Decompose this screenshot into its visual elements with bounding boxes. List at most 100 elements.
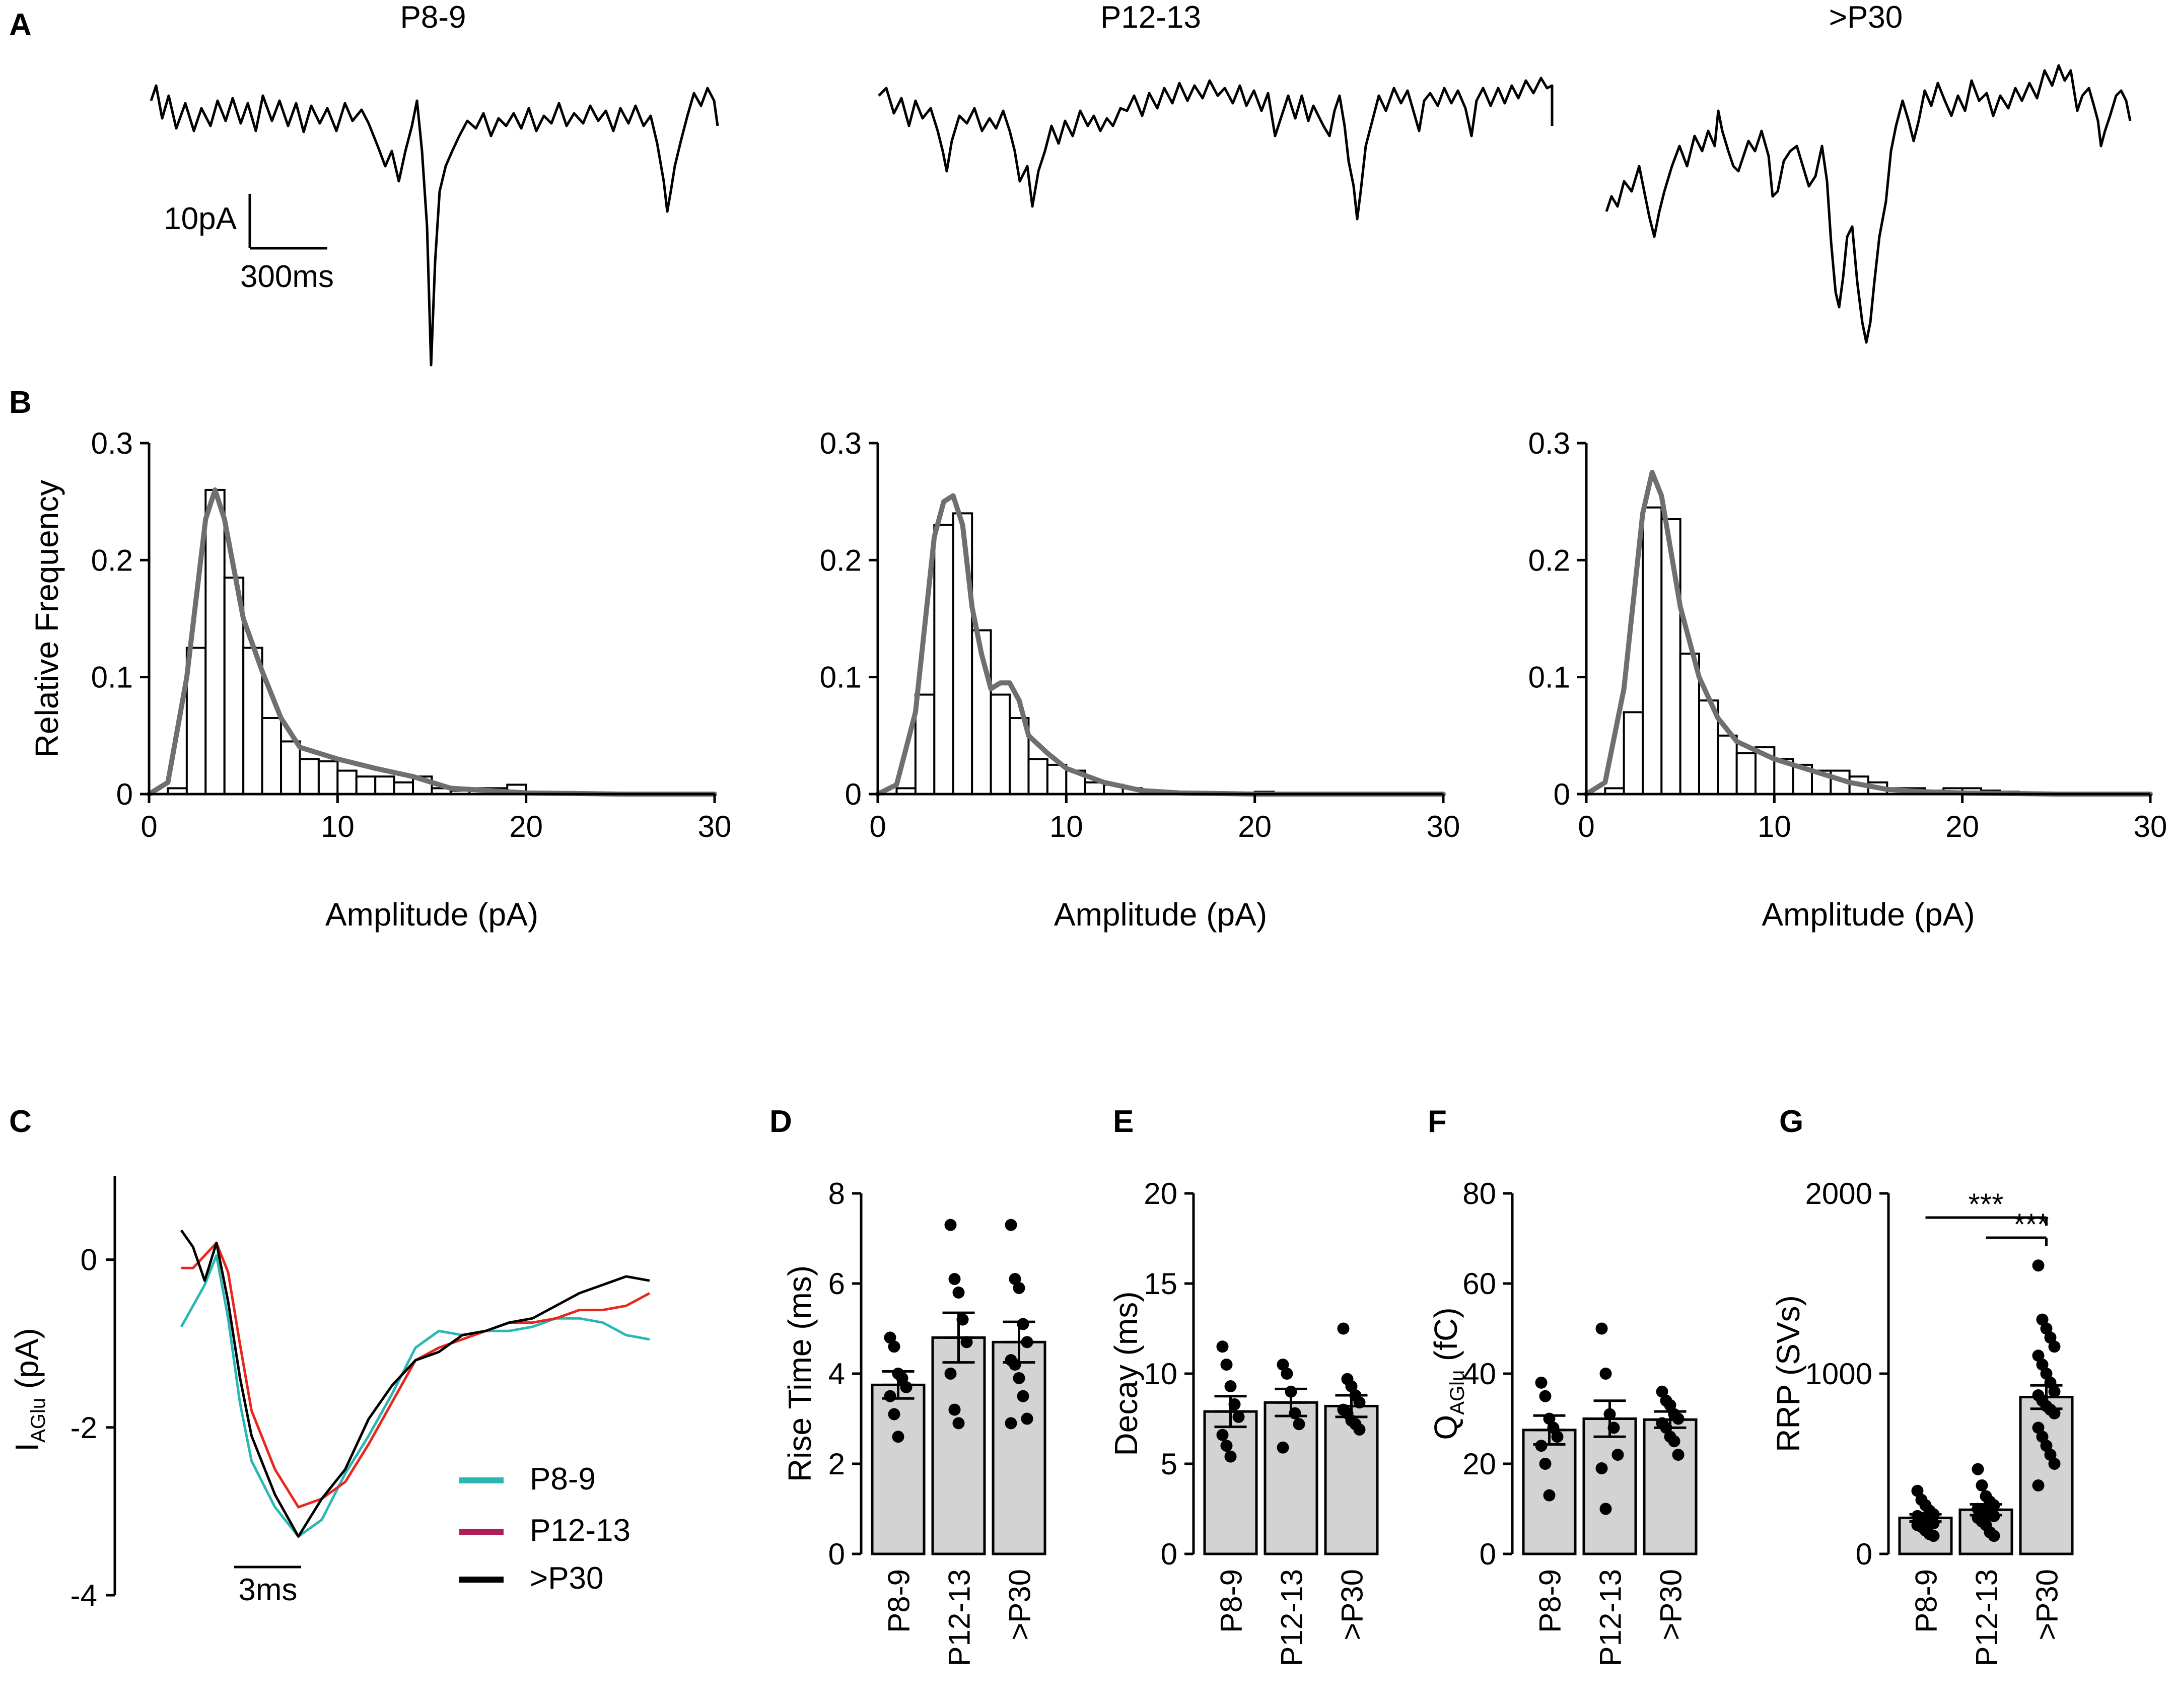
bar <box>1264 1401 1318 1555</box>
x-tick-label: 30 <box>698 810 732 843</box>
legend-label: P12-13 <box>530 1513 630 1548</box>
scalebar-y-label: 10pA <box>164 201 237 236</box>
rise-time-bar-chart: 0 2 4 6 8 Rise Time (ms) P8-9 P12-13 >P30 <box>782 1177 1046 1666</box>
data-point <box>1595 1322 1608 1335</box>
data-point <box>2048 1385 2061 1398</box>
bar <box>1324 1404 1379 1555</box>
histogram-bar <box>1009 717 1030 795</box>
data-point <box>1976 1479 1988 1491</box>
data-point <box>1281 1368 1293 1380</box>
y-tick-label: 0.3 <box>91 426 133 460</box>
data-point <box>952 1286 965 1299</box>
y-tick-label: 0.3 <box>1528 426 1570 460</box>
x-tick-label: 10 <box>1049 810 1083 843</box>
data-point <box>884 1390 896 1402</box>
histogram-bar <box>299 758 320 796</box>
y-axis-label: QAGlu (fC) <box>1428 1307 1468 1440</box>
trace-title-p12-13: P12-13 <box>1100 0 1201 35</box>
category-label: P12-13 <box>1970 1569 2004 1666</box>
category-label: P12-13 <box>1275 1569 1309 1666</box>
scalebar-x-label: 300ms <box>240 259 334 294</box>
category-label: P8-9 <box>882 1569 916 1633</box>
y-tick-label: 5 <box>1161 1447 1177 1481</box>
y-tick-label: 80 <box>1462 1177 1496 1211</box>
y-tick-label: 40 <box>1462 1357 1496 1391</box>
panel-label-d: D <box>769 1104 792 1139</box>
trace-line <box>180 1229 650 1538</box>
data-point <box>1551 1431 1564 1443</box>
data-point <box>2032 1259 2045 1272</box>
y-tick-label: 0.2 <box>91 543 133 577</box>
y-tick-label: 0 <box>1856 1537 1872 1571</box>
category-label: >P30 <box>1336 1569 1369 1641</box>
y-tick-label: 0.2 <box>1528 543 1570 577</box>
data-point <box>2040 1322 2053 1335</box>
x-axis-label: Amplitude (pA) <box>1762 896 1975 933</box>
data-point <box>2048 1340 2061 1353</box>
data-point <box>1927 1530 1940 1542</box>
y-tick-label: 0 <box>81 1243 97 1277</box>
data-point <box>1220 1440 1233 1452</box>
data-point <box>1013 1282 1025 1294</box>
data-point <box>2036 1313 2049 1326</box>
panel-label-c: C <box>9 1104 32 1139</box>
data-point <box>944 1219 957 1231</box>
data-point <box>2036 1431 2049 1443</box>
trace-p8-9 <box>150 84 719 367</box>
y-tick-label: 0.1 <box>820 661 862 694</box>
data-point <box>1277 1441 1289 1454</box>
histogram-p12-13: 0 10 20 30 0 0.1 0.2 0.3 Amplitude (pA) <box>820 426 1460 933</box>
y-tick-label: 20 <box>1462 1447 1496 1481</box>
bar <box>1582 1417 1637 1555</box>
data-point <box>1664 1399 1676 1411</box>
histogram-bar <box>261 717 283 795</box>
histogram-bar <box>933 524 954 795</box>
data-point <box>1656 1385 1668 1398</box>
significance-label: *** <box>2013 1207 2049 1241</box>
data-point <box>948 1273 961 1286</box>
data-point <box>944 1368 957 1380</box>
fit-curve <box>1584 470 2153 797</box>
histogram-bar <box>1642 506 1663 795</box>
data-point <box>1599 1503 1612 1515</box>
data-point <box>2044 1449 2057 1461</box>
y-tick-label: 0 <box>845 777 862 811</box>
y-axis-label: Decay (ms) <box>1108 1291 1144 1456</box>
data-point <box>2048 1407 2061 1419</box>
y-tick-label: 0.3 <box>820 426 862 460</box>
x-tick-label: 10 <box>1758 810 1791 843</box>
y-tick-label: 0 <box>1480 1537 1496 1571</box>
y-tick-label: 0 <box>828 1537 845 1571</box>
histogram-bar <box>1046 763 1068 795</box>
decay-bar-chart: 0 5 10 15 20 Decay (ms) P8-9 P12-13 >P30 <box>1108 1177 1379 1666</box>
data-point <box>1009 1273 1021 1286</box>
data-point <box>1220 1359 1233 1371</box>
trace-title-p8-9: P8-9 <box>400 0 466 35</box>
data-point <box>1911 1484 1924 1497</box>
y-axis-label: Relative Frequency <box>29 480 65 757</box>
data-point <box>2040 1368 2053 1380</box>
fit-curve <box>147 487 717 797</box>
y-tick-label: 0 <box>116 777 133 811</box>
data-point <box>1017 1390 1029 1402</box>
y-tick-label: 4 <box>828 1357 845 1391</box>
scalebar-c-label: 3ms <box>238 1573 297 1607</box>
panel-label-a: A <box>9 8 32 42</box>
bar <box>1203 1410 1258 1555</box>
data-point <box>1668 1435 1680 1448</box>
y-axis-label: Rise Time (ms) <box>782 1265 818 1482</box>
data-point <box>1353 1423 1366 1436</box>
trace-p12-13 <box>878 77 1554 221</box>
trace-p30 <box>1605 64 2132 344</box>
panel-label-e: E <box>1113 1104 1134 1139</box>
data-point <box>1611 1449 1624 1461</box>
category-label: >P30 <box>2030 1569 2064 1641</box>
histogram-bar <box>990 693 1011 796</box>
x-tick-label: 20 <box>1238 810 1272 843</box>
data-point <box>1224 1450 1237 1463</box>
data-point <box>888 1340 900 1353</box>
y-tick-label: 8 <box>828 1177 845 1211</box>
bar <box>931 1336 986 1555</box>
x-axis-label: Amplitude (pA) <box>1054 896 1267 933</box>
y-axis-label: IAGlu (pA) <box>9 1328 49 1451</box>
